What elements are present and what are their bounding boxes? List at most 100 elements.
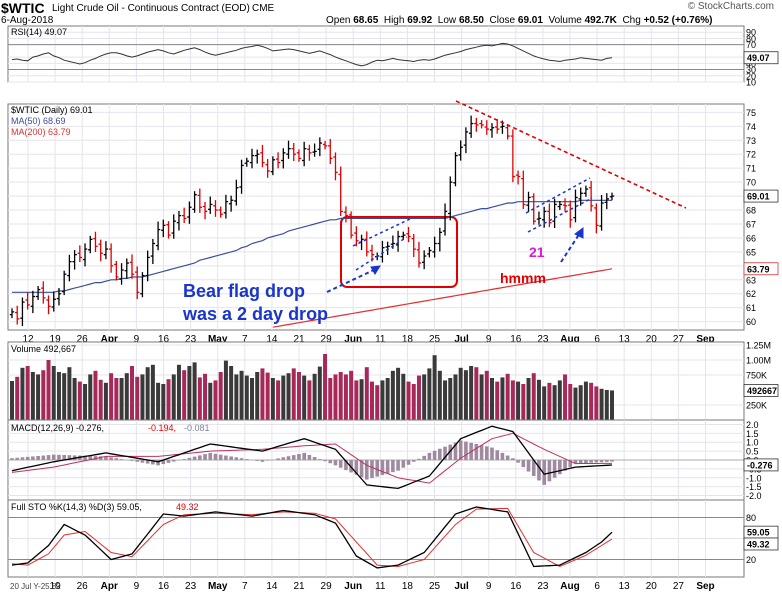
bottom-date-axis-label: 13 [619, 581, 631, 592]
macd-histogram-bar [46, 455, 51, 460]
volume-bar [328, 378, 333, 420]
macd-histogram-bar [119, 459, 124, 460]
macd-histogram-bar [83, 455, 87, 460]
macd-histogram-bar [432, 450, 437, 460]
macd-line [11, 425, 613, 490]
bottom-date-axis-label: 29 [321, 581, 333, 592]
ma50-line [12, 199, 612, 293]
macd-histogram-bar [610, 460, 614, 462]
volume-bar [281, 375, 286, 420]
volume-bar [474, 367, 479, 420]
bottom-date-axis-label: Apr [101, 581, 118, 592]
ma200-value: 63.79 [747, 264, 770, 274]
bottom-date-axis-label: Aug [560, 581, 579, 592]
volume-bar [531, 373, 536, 420]
macd-histogram-bar [385, 460, 390, 474]
descending-trendline [455, 100, 687, 209]
aug-arrow-shaft [560, 232, 581, 263]
macd-histogram-bar [411, 460, 416, 462]
macd-histogram-bar [244, 459, 249, 460]
volume-bar [234, 374, 239, 420]
macd-axis-tick: 0.5 [746, 447, 759, 457]
volume-bar [83, 384, 88, 420]
price-axis-tick: 75 [746, 108, 756, 118]
macd-histogram-bar [370, 460, 374, 479]
bottom-date-axis-label: Sep [696, 581, 714, 592]
macd-histogram-bar [521, 460, 526, 468]
august-channel-lower [527, 197, 593, 233]
bottom-date-axis-label: 16 [158, 581, 170, 592]
volume-bar [98, 379, 103, 420]
macd-histogram-bar [333, 460, 338, 466]
price-legend-ma200: MA(200) 63.79 [11, 127, 71, 137]
macd-histogram-bar [458, 440, 463, 460]
rsi-axis-tick: 30 [746, 65, 756, 75]
macd-histogram-bar [291, 455, 296, 460]
macd-histogram-bar [192, 456, 197, 460]
macd-histogram-bar [359, 460, 364, 478]
price-axis-tick: 60 [746, 317, 756, 327]
volume-bar [208, 382, 213, 420]
volume-bar [260, 368, 265, 420]
ma200-value-box [743, 262, 779, 276]
volume-bar [343, 374, 348, 420]
volume-bar [536, 379, 541, 420]
price-axis-tick: 70 [746, 178, 756, 188]
macd-histogram-bar [260, 460, 265, 462]
macd-histogram-bar [224, 455, 228, 460]
price-axis-tick: 68 [746, 206, 756, 216]
macd-histogram-bar [338, 460, 343, 468]
flag-channel-upper [352, 218, 411, 247]
macd-histogram-bar [375, 460, 380, 477]
macd-histogram-bar [140, 460, 145, 463]
date-axis-label: 29 [321, 334, 333, 345]
volume-bar [422, 374, 427, 420]
volume-bar [568, 384, 573, 420]
volume-bar [364, 367, 369, 420]
volume-bar [479, 374, 484, 420]
macd-histogram-bar [453, 442, 458, 460]
macd-last-value: -0.276 [747, 460, 773, 470]
macd-histogram-bar [297, 454, 301, 460]
macd-histogram-bar [104, 456, 108, 460]
rsi-axis-tick: 10 [746, 78, 756, 88]
bear-flag-arrow-head [370, 265, 381, 275]
macd-histogram-bar [151, 460, 155, 465]
volume-bar [270, 378, 275, 420]
price-last-close-box [743, 189, 779, 203]
bear-flag-arrow-shaft [326, 267, 379, 293]
annotation-bear-flag-line1: Bear flag drop [183, 281, 305, 301]
macd-histogram-bar [594, 460, 599, 463]
bottom-date-axis-label: 9 [486, 581, 492, 592]
date-axis-label: 9 [486, 334, 492, 345]
volume-last-value: 492667 [747, 386, 777, 396]
volume-bar [187, 366, 192, 420]
date-axis-label: 19 [50, 334, 62, 345]
price-axis-tick: 65 [746, 247, 756, 257]
date-axis-label: 27 [673, 334, 685, 345]
macd-histogram-bar [213, 453, 218, 460]
date-axis-label: 25 [429, 334, 441, 345]
date-axis-label: 23 [537, 334, 549, 345]
macd-histogram-bar [276, 458, 280, 460]
volume-bar [370, 381, 374, 420]
volume-bar [192, 362, 197, 420]
volume-bar [265, 372, 270, 420]
macd-histogram-bar [495, 450, 500, 460]
bottom-date-axis-label: 18 [402, 581, 414, 592]
volume-bar [390, 370, 395, 420]
volume-bar [56, 372, 61, 420]
volume-bar [401, 373, 406, 420]
stochastic-d-last-value-box [743, 537, 779, 551]
macd-histogram-bar [182, 459, 186, 460]
bottom-date-axis-label: 9 [134, 581, 140, 592]
august-channel-upper [525, 177, 591, 214]
volume-bar [223, 360, 228, 420]
bottom-date-axis-label: 27 [673, 581, 685, 592]
volume-bar [130, 366, 134, 420]
chart-date: 6-Aug-2018 [1, 15, 54, 26]
bottom-date-axis-label: 21 [293, 581, 305, 592]
volume-bar [51, 366, 56, 420]
stochastic-d-last-value: 49.32 [747, 539, 770, 549]
